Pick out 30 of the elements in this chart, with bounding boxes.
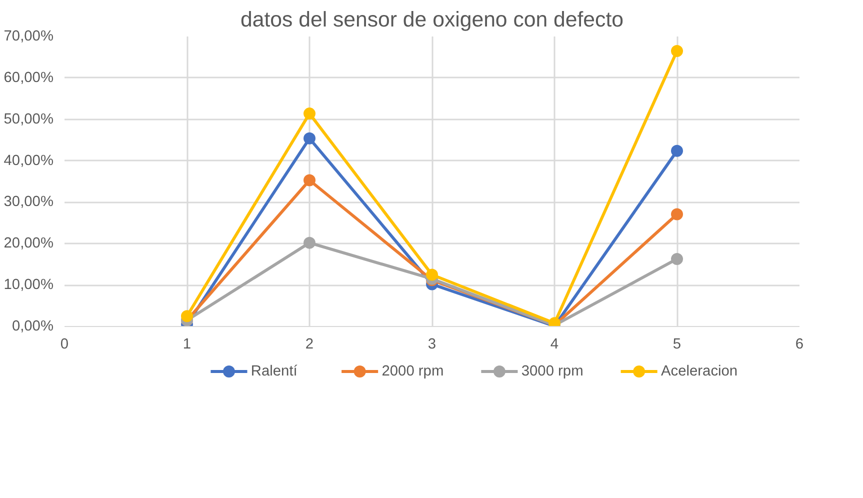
point [671,252,683,265]
x-tick-label: 4 [550,336,559,352]
x-tick-label: 6 [795,336,804,352]
x-tick-label: 0 [60,336,69,352]
point [304,108,316,120]
y-tick-label: 50,00% [4,111,54,128]
point [426,268,438,281]
point [671,144,683,157]
legend-label: 2000 rpm [382,364,444,380]
y-tick-label: 20,00% [4,236,54,252]
legend-label: 3000 rpm [521,364,584,380]
point [671,45,683,57]
legend-label: Aceleracion [660,364,738,380]
point [181,310,193,322]
y-tick-label: 60,00% [4,70,54,86]
x-tick-label: 5 [672,336,682,352]
point [304,174,316,186]
point [671,208,683,220]
y-tick-label: 30,00% [4,194,54,210]
point [304,132,316,144]
x-tick-label: 2 [305,336,314,352]
legend-label: Ralentí [250,364,298,380]
chart-title: datos del sensor de oxigeno con defecto [240,8,624,32]
x-tick-label: 1 [182,336,192,352]
y-tick-label: 70,00% [4,28,54,44]
y-tick-label: 10,00% [4,277,54,294]
point [304,236,316,249]
y-tick-label: 40,00% [4,152,54,169]
x-tick-label: 3 [428,336,436,352]
y-tick-label: 0,00% [12,318,54,334]
